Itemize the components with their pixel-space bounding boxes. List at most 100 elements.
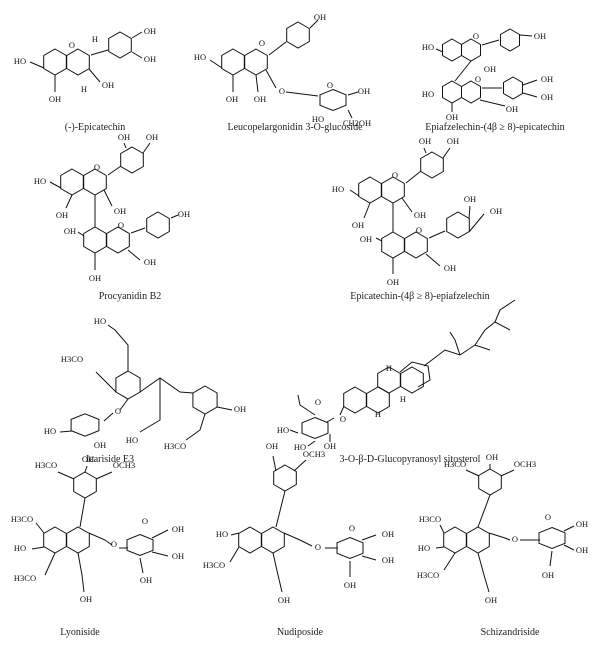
atom-label: OH bbox=[49, 94, 61, 104]
bond bbox=[423, 344, 491, 367]
bond bbox=[309, 19, 319, 29]
ring bbox=[443, 526, 467, 554]
bond bbox=[151, 551, 169, 557]
atom-label: OH bbox=[172, 524, 184, 534]
bond bbox=[79, 497, 86, 528]
bond bbox=[185, 413, 206, 441]
atom-label: OH bbox=[358, 86, 370, 96]
atom-label: HO bbox=[216, 529, 228, 539]
bond bbox=[519, 34, 533, 37]
bond bbox=[170, 214, 179, 219]
atom-label: OH bbox=[464, 194, 476, 204]
ring bbox=[404, 231, 428, 259]
bond bbox=[401, 197, 413, 213]
sugar-ring bbox=[70, 413, 100, 437]
bond bbox=[88, 68, 101, 83]
bond bbox=[477, 494, 491, 528]
atom-label: OH bbox=[114, 206, 126, 216]
bond bbox=[435, 546, 445, 549]
compound-name: Schizandriside bbox=[481, 627, 540, 638]
atom-label: OH bbox=[254, 94, 266, 104]
atom-label: O bbox=[349, 523, 355, 533]
atom-label: H3CO bbox=[14, 573, 36, 583]
bond bbox=[90, 49, 109, 56]
atom-label: H3CO bbox=[417, 570, 439, 580]
bond bbox=[151, 529, 169, 539]
bond bbox=[139, 377, 194, 394]
atom-label: HO bbox=[332, 184, 344, 194]
bond bbox=[494, 299, 516, 323]
atom-label: OH bbox=[387, 277, 399, 287]
bond bbox=[488, 532, 511, 541]
atom-label: H3CO bbox=[61, 354, 83, 364]
bond bbox=[131, 51, 143, 59]
bond bbox=[265, 69, 277, 89]
compound-name: Nudiposide bbox=[277, 627, 324, 638]
atom-label: O bbox=[315, 397, 321, 407]
atom-label: H bbox=[375, 409, 381, 419]
ring bbox=[381, 231, 405, 259]
bond bbox=[339, 405, 345, 416]
ring bbox=[381, 176, 405, 204]
atom-label: O bbox=[111, 539, 117, 549]
atom-label: OH bbox=[118, 132, 130, 142]
bond bbox=[399, 361, 431, 388]
atom-label: OCH3 bbox=[514, 459, 536, 469]
bond bbox=[347, 91, 359, 96]
atom-label: OH bbox=[172, 551, 184, 561]
atom-label: OH bbox=[178, 209, 190, 219]
atom-label: O bbox=[118, 220, 124, 230]
structure: HO O OH OH OH OH OH O OH OH OH OH Epicatechin-(4β ≥ … bbox=[332, 136, 502, 302]
atom-label: OH bbox=[382, 555, 394, 565]
bond bbox=[481, 39, 500, 46]
atom-label: HO bbox=[422, 42, 434, 52]
atom-label: OH bbox=[360, 234, 372, 244]
atom-label: OH bbox=[234, 404, 246, 414]
atom-label: HO bbox=[94, 316, 106, 326]
atom-label: O bbox=[279, 86, 285, 96]
atom-label: O bbox=[545, 512, 551, 522]
ring bbox=[192, 385, 218, 415]
ring bbox=[43, 526, 67, 554]
bond bbox=[88, 532, 113, 546]
bond bbox=[216, 406, 233, 411]
ring bbox=[461, 80, 481, 104]
atom-label: OH bbox=[144, 257, 156, 267]
ring bbox=[442, 80, 462, 104]
atom-label: OH bbox=[324, 441, 336, 451]
atom-label: HO bbox=[422, 89, 434, 99]
bond bbox=[44, 552, 56, 576]
atom-label: HO bbox=[194, 52, 206, 62]
ring bbox=[66, 526, 90, 554]
bond bbox=[107, 324, 129, 371]
compound-name: Icariside E3 bbox=[86, 454, 134, 465]
atom-label: OH bbox=[446, 112, 458, 122]
atom-label: OH bbox=[144, 26, 156, 36]
bond bbox=[31, 546, 45, 550]
atom-label: OH bbox=[542, 570, 554, 580]
sugar-ring bbox=[126, 533, 154, 557]
atom-label: OH bbox=[64, 226, 76, 236]
atom-label: OH bbox=[541, 74, 553, 84]
bond bbox=[285, 91, 319, 97]
bond bbox=[522, 79, 538, 86]
atom-label: O bbox=[142, 516, 148, 526]
atom-label: OH bbox=[506, 104, 518, 114]
bond bbox=[449, 331, 461, 356]
atom-label: O bbox=[94, 162, 100, 172]
ring bbox=[83, 168, 107, 196]
atom-label: OH bbox=[576, 519, 588, 529]
bond bbox=[347, 109, 353, 119]
bond bbox=[479, 99, 506, 107]
bond bbox=[563, 544, 575, 551]
bond bbox=[363, 202, 371, 219]
bond bbox=[275, 490, 286, 528]
atom-label: H3CO bbox=[444, 459, 466, 469]
bond bbox=[77, 552, 85, 593]
atom-label: OH bbox=[419, 136, 431, 146]
ring bbox=[420, 151, 444, 179]
atom-label: OH bbox=[89, 273, 101, 283]
